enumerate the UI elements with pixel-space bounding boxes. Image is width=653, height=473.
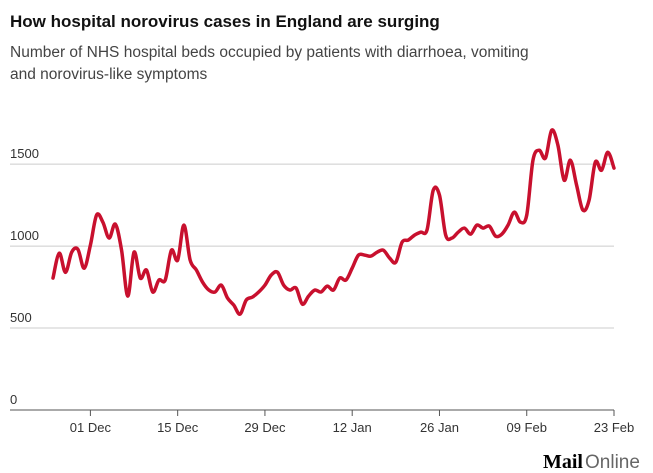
chart-title: How hospital norovirus cases in England … (10, 12, 440, 31)
x-tick-label: 09 Feb (506, 420, 546, 435)
x-tick-label: 23 Feb (594, 420, 634, 435)
subtitle: Number of NHS hospital beds occupied by … (10, 44, 529, 61)
logo: Online (585, 452, 640, 473)
y-tick-label: 500 (10, 310, 32, 325)
data-line (51, 128, 616, 316)
x-tick-label: 12 Jan (333, 420, 372, 435)
y-tick-label: 0 (10, 392, 17, 407)
x-tick-label: 01 Dec (70, 420, 112, 435)
subtitle: and norovirus-like symptoms (10, 66, 208, 83)
x-tick-label: 15 Dec (157, 420, 199, 435)
logo: Mail (543, 451, 583, 473)
x-tick-label: 29 Dec (244, 420, 286, 435)
x-tick-label: 26 Jan (420, 420, 459, 435)
y-tick-label: 1500 (10, 146, 39, 161)
y-tick-label: 1000 (10, 228, 39, 243)
